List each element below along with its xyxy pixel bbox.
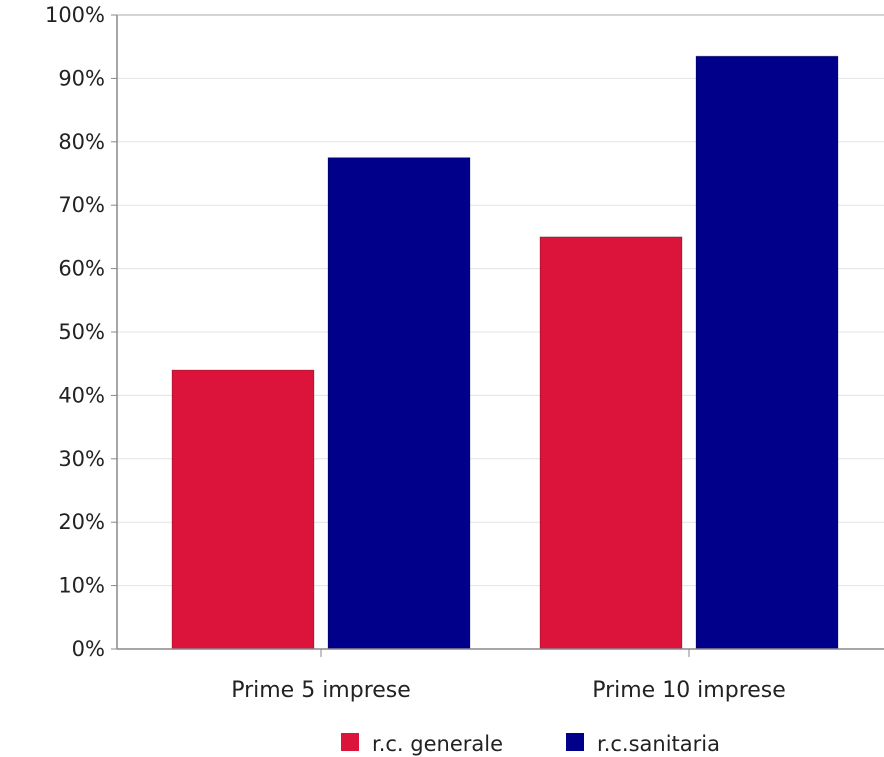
y-tick-label: 10% <box>58 574 105 598</box>
axes <box>111 14 884 657</box>
bar-0-1 <box>539 236 683 650</box>
x-tick-labels: Prime 5 imprese Prime 10 imprese <box>231 678 786 703</box>
bar-0-0 <box>171 369 315 650</box>
y-tick-label: 0% <box>72 637 105 661</box>
y-tick-label: 90% <box>58 66 105 90</box>
bars <box>171 55 839 650</box>
legend-label: r.c.sanitaria <box>597 732 720 756</box>
y-tick-label: 40% <box>58 383 105 407</box>
y-tick-label: 20% <box>58 510 105 534</box>
legend-label: r.c. generale <box>372 732 503 756</box>
y-tick-labels: 0% 10% 20% 30% 40% 50% 60% 70% 80% 90% 100% <box>45 3 105 661</box>
x-tick-label: Prime 5 imprese <box>231 678 411 703</box>
y-tick-label: 70% <box>58 193 105 217</box>
y-tick-label: 50% <box>58 320 105 344</box>
legend-swatch <box>566 733 584 751</box>
y-tick-label: 60% <box>58 257 105 281</box>
y-tick-label: 30% <box>58 447 105 471</box>
legend: r.c. generale r.c.sanitaria <box>341 732 720 756</box>
y-tick-label: 80% <box>58 130 105 154</box>
bar-1-0 <box>327 157 471 650</box>
bar-1-1 <box>695 55 839 650</box>
x-tick-label: Prime 10 imprese <box>592 678 786 703</box>
legend-swatch <box>341 733 359 751</box>
y-tick-label: 100% <box>45 3 105 27</box>
